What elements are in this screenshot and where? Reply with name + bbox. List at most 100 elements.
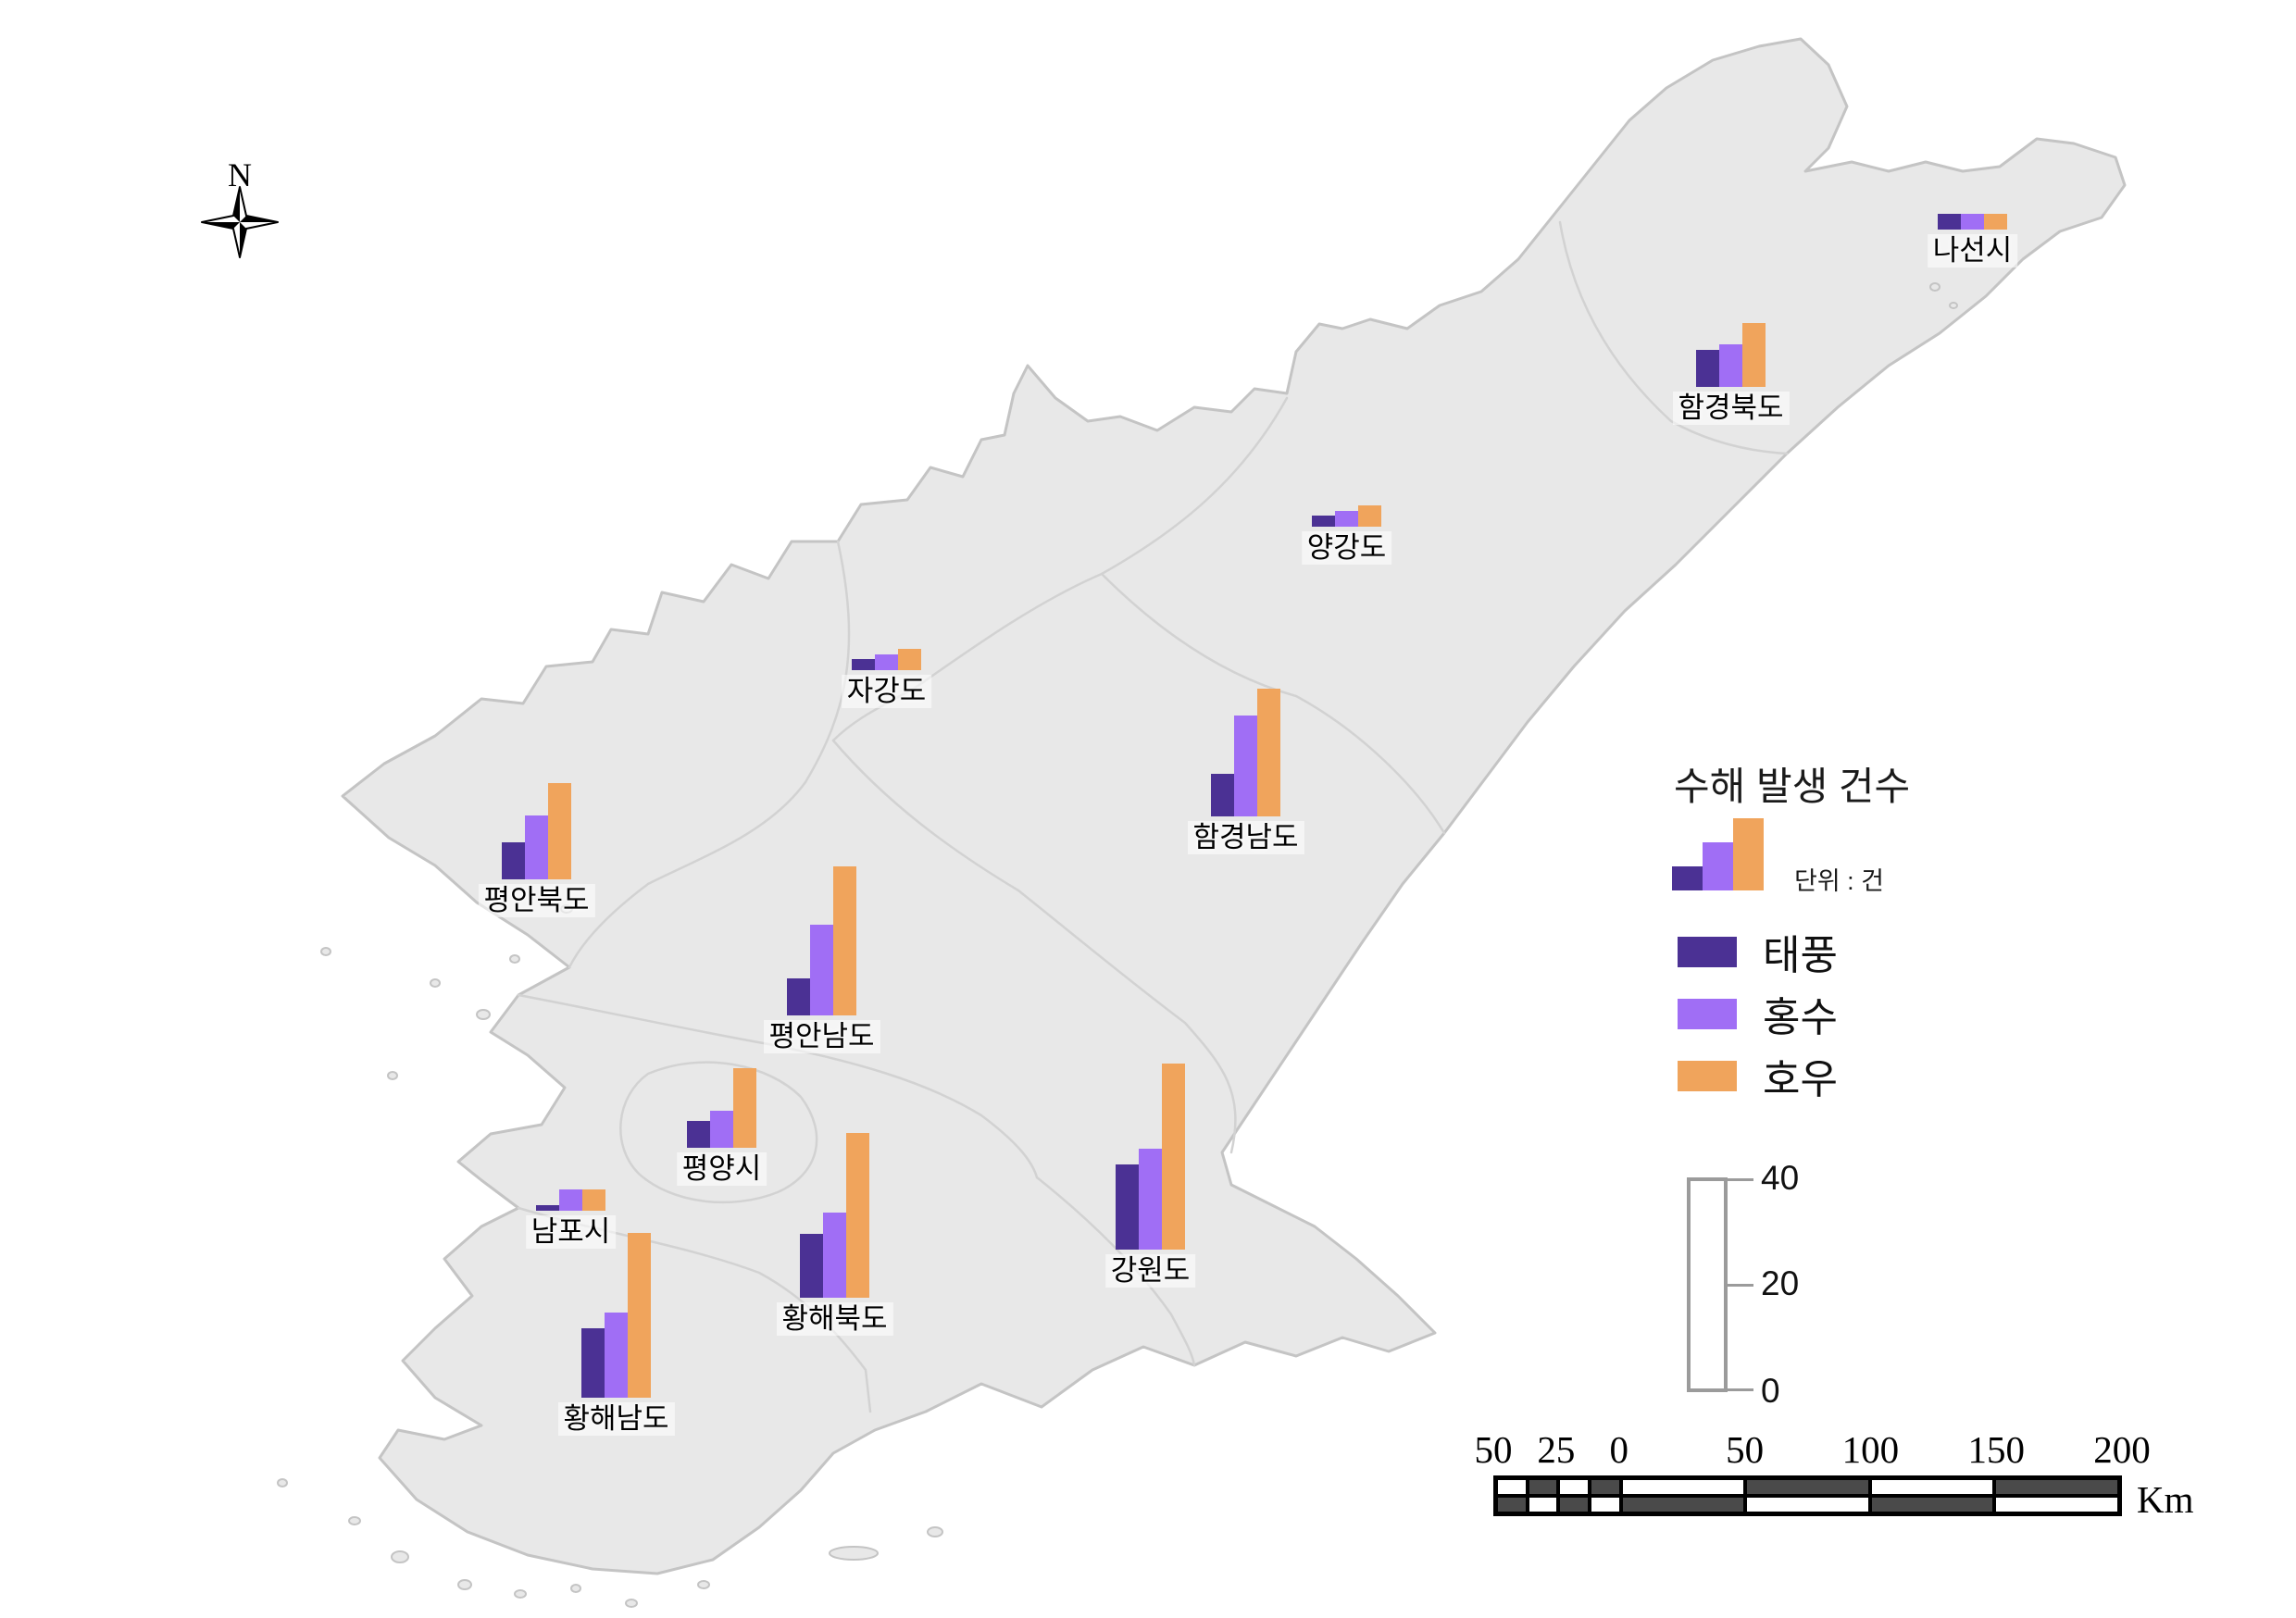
bar-group (581, 1233, 651, 1398)
scale-tick (1728, 1178, 1753, 1181)
heavy-rain-bar (1733, 818, 1764, 890)
flood-bar (1335, 511, 1358, 527)
scale-cell (1869, 1478, 1995, 1496)
scale-tick (1728, 1388, 1753, 1391)
bar-group (1211, 689, 1280, 816)
flood-swatch (1678, 998, 1737, 1029)
province-label: 함경남도 (1187, 821, 1304, 854)
bar-group (536, 1189, 605, 1211)
distance-label: 0 (1609, 1428, 1629, 1471)
typhoon-bar (852, 659, 875, 670)
north-label: N (228, 156, 252, 193)
flood-bar (1139, 1149, 1162, 1250)
heavy-rain-bar (1742, 323, 1766, 387)
bar-group (1312, 505, 1381, 527)
province-label: 자강도 (841, 675, 932, 708)
scale-cell (1745, 1478, 1870, 1496)
flood-bar (559, 1189, 582, 1211)
typhoon-bar (1312, 516, 1335, 527)
province-label: 황해남도 (557, 1402, 675, 1436)
province-label: 강원도 (1104, 1254, 1196, 1288)
province-label: 평양시 (676, 1152, 767, 1186)
typhoon-bar (502, 842, 525, 879)
typhoon-bar (1116, 1164, 1139, 1250)
scale-cell (1994, 1496, 2119, 1513)
province-label: 남포시 (525, 1215, 617, 1249)
bar-group (1116, 1064, 1185, 1250)
heavy-rain-bar (1257, 689, 1280, 816)
distance-label: 100 (1841, 1428, 1900, 1471)
heavy-rain-bar (833, 866, 856, 1015)
legend-item-heavy-rain: 호우 (1678, 1057, 1838, 1102)
bar-group (1696, 323, 1766, 387)
scale-cell (1589, 1478, 1621, 1496)
typhoon-bar (1211, 774, 1234, 816)
legend-item-label: 태풍 (1763, 933, 1838, 978)
province-label: 양강도 (1301, 531, 1392, 565)
flood-bar (525, 815, 548, 879)
scale-cell (1869, 1496, 1995, 1513)
distance-scale-labels: 50 25 0 50 100 150 200 (1475, 1427, 2151, 1471)
bar-group (687, 1068, 756, 1148)
scale-cell (1620, 1496, 1746, 1513)
scale-cell (1745, 1496, 1870, 1513)
scale-cell (1558, 1496, 1590, 1513)
flood-bar (823, 1213, 846, 1298)
scale-cell (1527, 1496, 1559, 1513)
flood-bar (605, 1313, 628, 1398)
typhoon-bar (581, 1328, 605, 1398)
heavy-rain-bar (733, 1068, 756, 1148)
scale-cell (1589, 1496, 1621, 1513)
islands (277, 282, 1958, 1608)
flood-bar (875, 654, 898, 670)
typhoon-bar (800, 1234, 823, 1298)
heavy-rain-bar (582, 1189, 605, 1211)
heavy-rain-swatch (1678, 1060, 1737, 1091)
flood-bar (1719, 344, 1742, 387)
heavy-rain-bar (846, 1133, 869, 1298)
province-label: 평안남도 (763, 1020, 880, 1053)
compass-rose-icon (201, 186, 279, 258)
heavy-rain-bar (548, 783, 571, 879)
heavy-rain-bar (1984, 214, 2007, 230)
legend-item-flood: 홍수 (1678, 995, 1838, 1040)
scale-cell (1496, 1478, 1528, 1496)
bar-group (852, 649, 921, 670)
distance-label: 50 (1726, 1428, 1765, 1471)
province-label: 평안북도 (478, 884, 595, 917)
scale-cell (1558, 1478, 1590, 1496)
province-label: 함경북도 (1672, 392, 1790, 425)
typhoon-bar (787, 978, 810, 1015)
scale-tick (1728, 1284, 1753, 1287)
heavy-rain-bar (898, 649, 921, 670)
distance-scale-bar (1493, 1475, 2122, 1516)
distance-unit-label: Km (2137, 1478, 2194, 1521)
flood-bar (1234, 716, 1257, 816)
legend-unit-label: 단위 : 건 (1794, 867, 1885, 895)
scale-cell (1527, 1478, 1559, 1496)
legend-item-label: 홍수 (1763, 995, 1838, 1040)
flood-bar (1961, 214, 1984, 230)
distance-label: 25 (1537, 1428, 1576, 1471)
scale-cell (1620, 1478, 1746, 1496)
distance-label: 150 (1967, 1428, 2025, 1471)
typhoon-bar (536, 1205, 559, 1211)
bar-group (800, 1133, 869, 1298)
flood-bar (1703, 842, 1733, 890)
bar-group (1938, 214, 2007, 230)
legend-sample-chart (1672, 815, 1783, 890)
heavy-rain-bar (1358, 505, 1381, 527)
typhoon-bar (1938, 214, 1961, 230)
distance-label: 200 (2093, 1428, 2151, 1471)
legend-item-label: 호우 (1763, 1057, 1838, 1102)
legend-item-typhoon: 태풍 (1678, 933, 1838, 978)
typhoon-bar (1672, 866, 1703, 890)
value-scale-bar (1687, 1177, 1753, 1392)
flood-bar (810, 925, 833, 1015)
distance-label: 50 (1474, 1428, 1513, 1471)
value-scale-tick-label: 40 (1761, 1159, 1800, 1197)
scale-cell (1994, 1478, 2119, 1496)
typhoon-bar (687, 1121, 710, 1148)
bar-group (502, 783, 571, 879)
